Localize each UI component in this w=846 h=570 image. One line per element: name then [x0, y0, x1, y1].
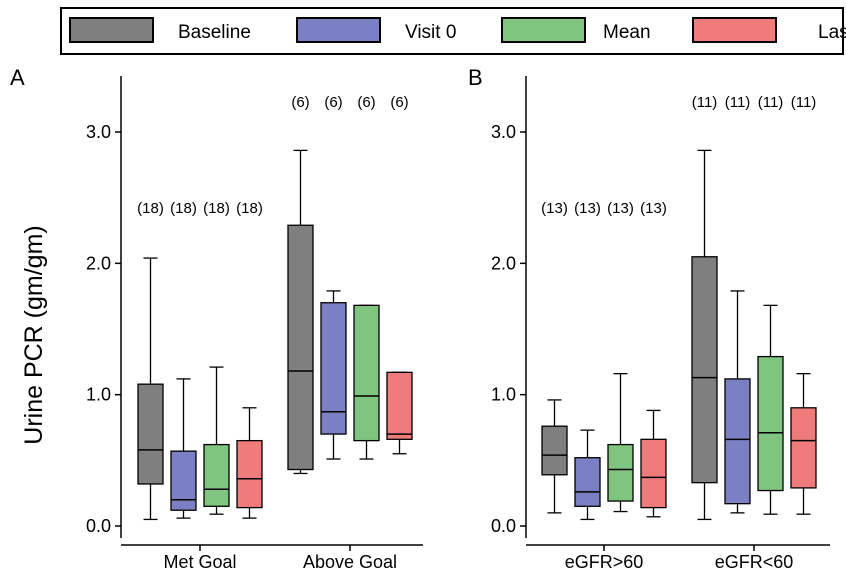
iqr-box [724, 378, 751, 505]
n-label: (11) [791, 94, 817, 111]
box-last: (13) [640, 200, 667, 518]
iqr-box [203, 443, 230, 507]
category-label: eGFR>60 [565, 552, 644, 570]
n-label: (13) [574, 200, 601, 217]
group-0: Met Goal (18) (18) (18) (18) [137, 200, 263, 570]
iqr-box [691, 256, 718, 484]
legend-label-0: Baseline [178, 22, 251, 43]
n-label: (13) [640, 200, 667, 217]
n-label: (18) [137, 200, 164, 217]
box-baseline: (6) [287, 94, 314, 475]
iqr-box [607, 443, 634, 502]
legend-label-1: Visit 0 [405, 22, 456, 43]
legend: Baseline Visit 0 Mean Last [60, 7, 846, 55]
iqr-box [236, 439, 263, 509]
box-visit-0: (13) [574, 200, 601, 521]
iqr-box [353, 304, 380, 442]
category-label: eGFR<60 [715, 552, 794, 570]
legend-swatch-2 [501, 17, 586, 43]
iqr-box [320, 302, 347, 435]
iqr-box [790, 407, 817, 489]
panel-A: A 0.0 1.0 2.0 3.0 Met Goal (18) (18) (18) (18) Abo… [10, 65, 423, 570]
n-label: (13) [607, 200, 634, 217]
panels: A 0.0 1.0 2.0 3.0 Met Goal (18) (18) (18) (18) Abo… [10, 65, 830, 570]
y-tick-label: 1.0 [491, 385, 516, 405]
y-tick-label: 0.0 [86, 516, 111, 536]
n-label: (11) [725, 94, 751, 111]
y-tick-label: 3.0 [86, 122, 111, 142]
box-visit-0: (6) [320, 94, 347, 460]
box-baseline: (13) [541, 200, 568, 514]
y-axis-label: Urine PCR (gm/gm) [20, 225, 48, 444]
legend-frame [60, 7, 844, 55]
box-mean: (13) [607, 200, 634, 513]
group-1: Above Goal (6) (6) (6) (6) [287, 94, 413, 570]
box-mean: (18) [203, 200, 230, 515]
iqr-box [574, 457, 601, 507]
y-tick-label: 2.0 [491, 253, 516, 273]
legend-label-3: Last [818, 22, 846, 43]
n-label: (6) [291, 94, 309, 111]
legend-swatch-3 [692, 17, 777, 43]
n-label: (11) [758, 94, 784, 111]
n-label: (6) [357, 94, 375, 111]
box-visit-0: (11) [724, 94, 751, 514]
n-label: (18) [170, 200, 197, 217]
box-baseline: (18) [137, 200, 164, 521]
iqr-box [541, 425, 568, 476]
box-last: (6) [386, 94, 413, 455]
n-label: (6) [324, 94, 342, 111]
y-tick-label: 1.0 [86, 385, 111, 405]
box-mean: (6) [353, 94, 380, 460]
box-last: (18) [236, 200, 263, 519]
box-baseline: (11) [691, 94, 718, 521]
y-tick-label: 2.0 [86, 253, 111, 273]
panel-letter: A [10, 65, 25, 90]
y-tick-label: 0.0 [491, 516, 516, 536]
iqr-box [170, 450, 197, 511]
n-label: (13) [541, 200, 568, 217]
n-label: (18) [203, 200, 230, 217]
group-0: eGFR>60 (13) (13) (13) (13) [541, 200, 667, 570]
iqr-box [757, 355, 784, 492]
group-1: eGFR<60 (11) (11) (11) (11) [691, 94, 817, 570]
n-label: (6) [390, 94, 408, 111]
iqr-box [640, 438, 667, 509]
n-label: (11) [692, 94, 718, 111]
iqr-box [287, 224, 314, 471]
category-label: Above Goal [303, 552, 397, 570]
iqr-box [386, 371, 413, 440]
category-label: Met Goal [163, 552, 236, 570]
iqr-box [137, 383, 164, 485]
box-visit-0: (18) [170, 200, 197, 519]
y-tick-label: 3.0 [491, 122, 516, 142]
n-label: (18) [236, 200, 263, 217]
legend-swatch-0 [69, 17, 154, 43]
panel-letter: B [468, 65, 483, 90]
box-mean: (11) [757, 94, 784, 515]
legend-swatch-1 [296, 17, 381, 43]
box-last: (11) [790, 94, 817, 515]
legend-label-2: Mean [603, 22, 651, 43]
